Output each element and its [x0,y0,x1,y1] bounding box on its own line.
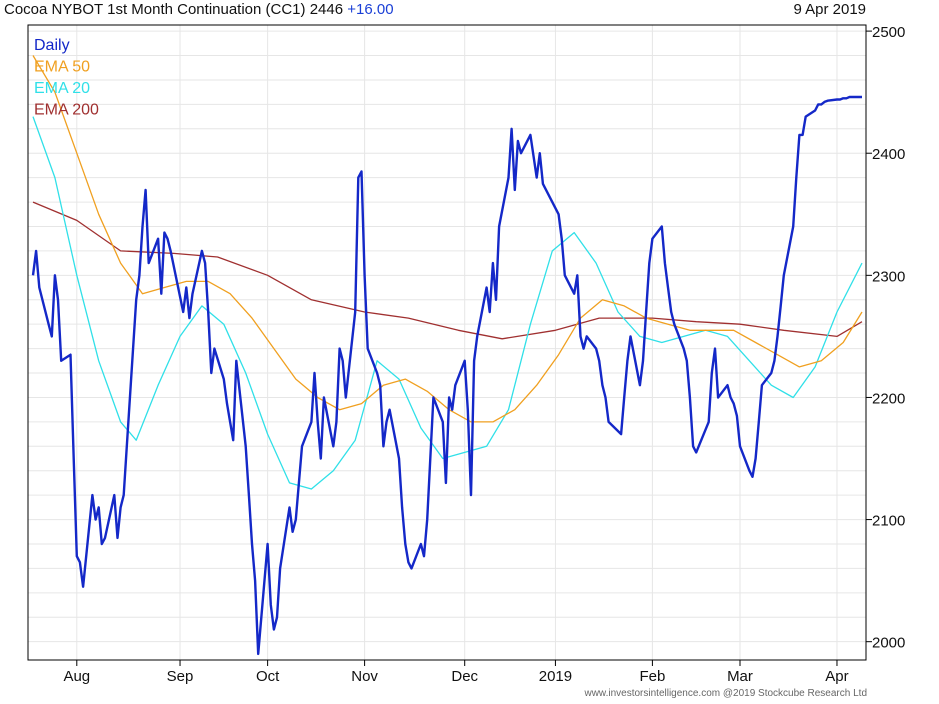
y-tick-label: 2300 [872,268,905,285]
x-tick-label: Nov [351,668,378,685]
y-tick-label: 2200 [872,390,905,407]
chart-date: 9 Apr 2019 [793,1,866,18]
x-tick-label: Oct [256,668,280,685]
y-tick-label: 2000 [872,635,905,652]
legend-entry: Daily [34,37,70,54]
x-tick-label: Apr [825,668,848,685]
chart-title: Cocoa NYBOT 1st Month Continuation (CC1)… [4,1,344,18]
series-line-ema-200 [32,201,863,340]
legend-entry: EMA 50 [34,59,90,76]
x-tick-label: Sep [167,668,194,685]
price-change: +16.00 [347,1,394,18]
chart-header: Cocoa NYBOT 1st Month Continuation (CC1)… [0,0,939,22]
x-tick-label: Feb [639,668,665,685]
series-line-ema-20 [32,116,863,490]
x-tick-label: Dec [451,668,478,685]
chart-title-line: Cocoa NYBOT 1st Month Continuation (CC1)… [4,1,394,18]
y-tick-label: 2100 [872,513,905,530]
y-tick-label: 2400 [872,146,905,163]
x-tick-label: Mar [727,668,753,685]
legend-entry: EMA 200 [34,102,99,119]
x-tick-label: Aug [63,668,90,685]
plot-frame [27,24,867,661]
credit-line: www.investorsintelligence.com @2019 Stoc… [584,688,867,699]
series-line-daily [31,95,862,656]
legend-entry: EMA 20 [34,80,90,97]
x-tick-label: 2019 [539,668,572,685]
y-tick-label: 2500 [872,24,905,41]
